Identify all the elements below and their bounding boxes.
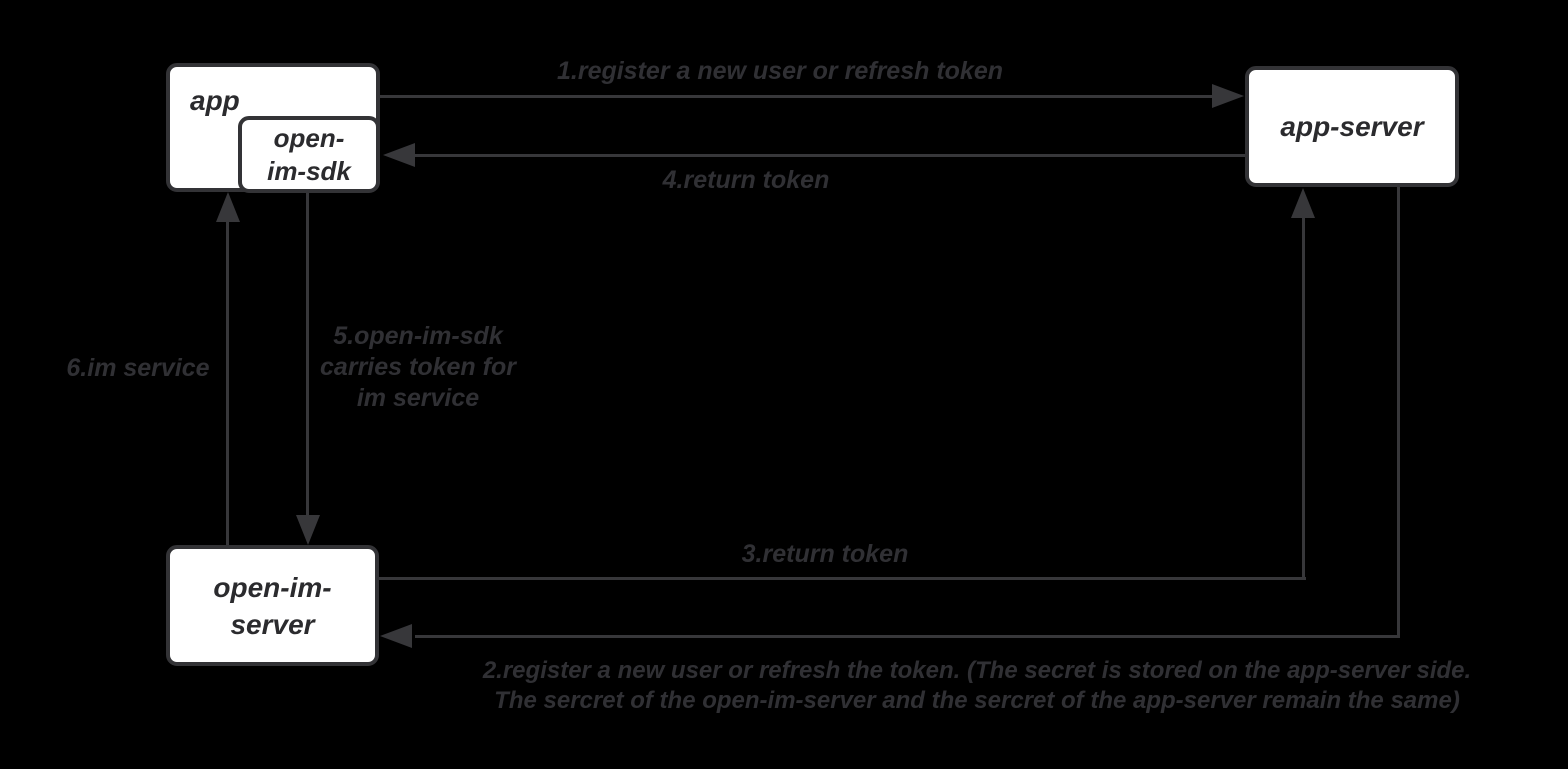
edge4-arrowhead — [383, 143, 415, 167]
edge2-line-horizontal — [415, 635, 1400, 638]
node-open-im-sdk: open- im-sdk — [238, 116, 380, 193]
edge1-label: 1.register a new user or refresh token — [556, 57, 1003, 85]
node-app-label: app — [190, 85, 240, 116]
node-open-im-sdk-label: open- im-sdk — [267, 122, 351, 186]
node-app-server-label: app-server — [1280, 110, 1424, 142]
edge4-line — [415, 154, 1245, 157]
edge5-line — [306, 193, 309, 517]
edge3-line-vertical — [1302, 215, 1305, 580]
edge3-line-horizontal — [378, 577, 1306, 580]
edge6-line — [226, 220, 229, 545]
edge2-line-vertical — [1397, 187, 1400, 638]
edge4-label: 4.return token — [662, 166, 830, 194]
edge1-line — [380, 95, 1214, 98]
edge3-arrowhead — [1291, 188, 1315, 218]
edge5-label: 5.open-im-sdk carries token for im servi… — [320, 322, 516, 412]
edge6-arrowhead — [216, 192, 240, 222]
node-app-server: app-server — [1245, 66, 1459, 187]
node-open-im-server: open-im- server — [166, 545, 379, 666]
edge2-label: 2.register a new user or refresh the tok… — [482, 657, 1472, 714]
edge3-label: 3.return token — [741, 540, 909, 568]
edge6-label: 6.im service — [66, 354, 210, 382]
node-open-im-server-label: open-im- server — [213, 571, 332, 640]
edge2-arrowhead — [380, 624, 412, 648]
edge1-arrowhead — [1212, 84, 1244, 108]
edge5-arrowhead — [296, 515, 320, 545]
